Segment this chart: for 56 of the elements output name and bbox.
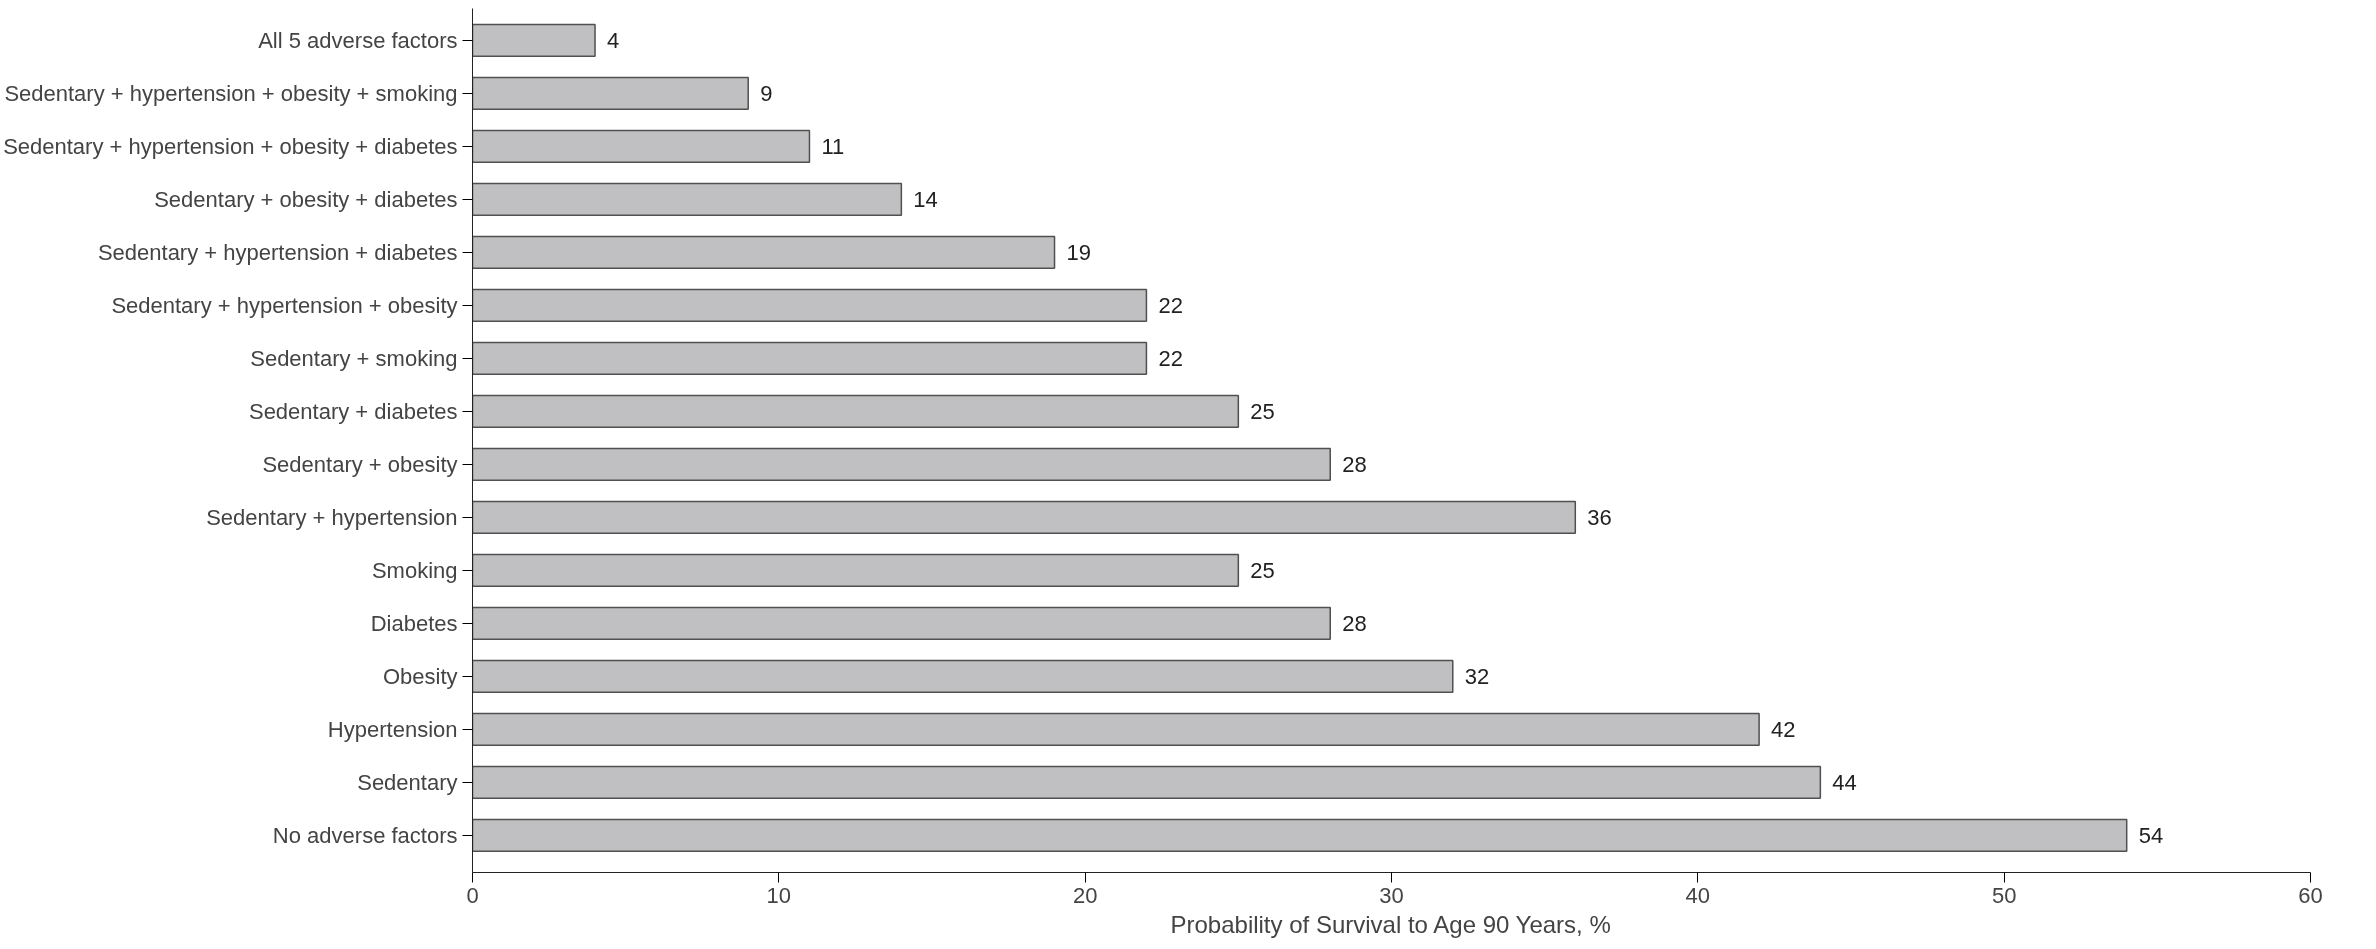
data-label: 14 bbox=[913, 186, 938, 212]
y-tick-label: Sedentary + smoking bbox=[250, 345, 458, 371]
y-tick-label: Sedentary bbox=[357, 769, 458, 795]
y-tick-label: Obesity bbox=[382, 663, 458, 689]
x-tick-label: 20 bbox=[1072, 882, 1098, 908]
bar bbox=[472, 129, 811, 163]
bar bbox=[472, 394, 1240, 428]
x-tick-label: 0 bbox=[466, 882, 479, 908]
bar bbox=[472, 341, 1148, 375]
y-tick-label: Diabetes bbox=[370, 610, 458, 636]
data-label: 22 bbox=[1158, 345, 1183, 371]
x-tick-label: 50 bbox=[1991, 882, 2017, 908]
y-tick-label: Hypertension bbox=[327, 716, 458, 742]
bar bbox=[472, 288, 1148, 322]
bar bbox=[472, 659, 1454, 694]
bar bbox=[472, 765, 1822, 800]
y-tick-label: Sedentary + hypertension + obesity + diabetes bbox=[3, 133, 458, 159]
y-tick-label: Sedentary + hypertension + diabetes bbox=[97, 239, 458, 265]
bar bbox=[472, 23, 596, 57]
x-tick-label: 60 bbox=[2298, 882, 2323, 908]
data-label: 28 bbox=[1342, 451, 1367, 477]
x-axis-title: Probability of Survival to Age 90 Years, % bbox=[1170, 910, 1611, 938]
data-label: 54 bbox=[2138, 822, 2164, 848]
data-label: 11 bbox=[821, 133, 845, 159]
data-label: 44 bbox=[1832, 769, 1857, 795]
data-label: 4 bbox=[607, 27, 620, 53]
x-tick-label: 10 bbox=[766, 882, 792, 908]
data-label: 36 bbox=[1587, 504, 1612, 530]
data-label: 28 bbox=[1342, 610, 1367, 636]
y-tick-label: Sedentary + hypertension + obesity bbox=[111, 292, 458, 318]
data-label: 9 bbox=[760, 80, 773, 106]
bar bbox=[472, 606, 1331, 641]
data-label: 22 bbox=[1158, 292, 1183, 318]
y-tick-label: Sedentary + diabetes bbox=[248, 398, 458, 424]
y-tick-label: Sedentary + hypertension bbox=[206, 504, 458, 530]
x-tick-label: 30 bbox=[1379, 882, 1404, 908]
data-label: 32 bbox=[1464, 663, 1490, 689]
y-tick-label: Sedentary + hypertension + obesity + smoking bbox=[4, 80, 458, 106]
y-tick-label: No adverse factors bbox=[272, 822, 458, 848]
bar bbox=[472, 235, 1056, 269]
bar bbox=[472, 712, 1760, 747]
bar bbox=[472, 182, 903, 216]
data-label: 42 bbox=[1771, 716, 1796, 742]
bar bbox=[472, 500, 1577, 535]
bar bbox=[472, 818, 2128, 853]
bar bbox=[472, 76, 749, 110]
data-label: 25 bbox=[1250, 557, 1275, 583]
y-tick-label: Sedentary + obesity + diabetes bbox=[154, 186, 458, 212]
y-tick-label: Smoking bbox=[371, 557, 458, 583]
data-label: 25 bbox=[1250, 398, 1275, 424]
data-label: 19 bbox=[1066, 239, 1092, 265]
y-tick-label: All 5 adverse factors bbox=[258, 27, 458, 53]
y-tick-label: Sedentary + obesity bbox=[262, 451, 458, 477]
bar bbox=[472, 447, 1331, 481]
x-tick-label: 40 bbox=[1685, 882, 1711, 908]
bar bbox=[472, 553, 1240, 588]
